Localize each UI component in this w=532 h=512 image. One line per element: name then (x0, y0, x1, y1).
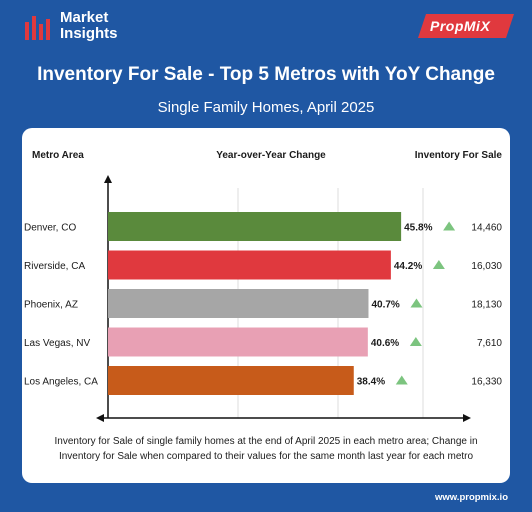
x-axis-left-arrow (96, 414, 104, 422)
propmix-logo: PropMiX (418, 14, 514, 38)
metro-label: Denver, CO (24, 223, 76, 234)
header-metro-area: Metro Area (32, 150, 84, 161)
metro-label: Phoenix, AZ (24, 300, 78, 311)
header-yoy-change: Year-over-Year Change (216, 150, 326, 161)
chart-card: Metro Area Year-over-Year Change Invento… (22, 128, 510, 483)
bar (108, 289, 369, 318)
chart-caption: Inventory for Sale of single family home… (54, 436, 478, 462)
inventory-label: 7,610 (477, 338, 502, 349)
inventory-label: 14,460 (471, 223, 502, 234)
trend-up-icon (395, 375, 408, 385)
metro-label: Riverside, CA (24, 261, 85, 272)
trend-up-icon (410, 298, 423, 308)
x-axis-right-arrow (463, 414, 471, 422)
page-title: Inventory For Sale - Top 5 Metros with Y… (37, 64, 495, 85)
trend-up-icon (443, 221, 456, 231)
header-inventory-for-sale: Inventory For Sale (415, 150, 503, 161)
bar (108, 366, 354, 395)
metro-label: Los Angeles, CA (24, 377, 98, 388)
logo-text: Market Insights (60, 9, 118, 42)
value-label: 38.4% (357, 377, 385, 388)
metro-label: Las Vegas, NV (24, 338, 90, 349)
bar (108, 212, 402, 241)
brand-name: PropMiX (430, 18, 491, 34)
trend-up-icon (432, 260, 445, 269)
value-label: 44.2% (394, 261, 422, 272)
value-label: 45.8% (404, 223, 432, 234)
trend-up-icon (409, 337, 422, 346)
bar-chart-logo-icon (25, 16, 50, 40)
bar (108, 327, 368, 357)
y-axis-arrow (104, 175, 112, 183)
website-url: www.propmix.io (434, 492, 508, 503)
inventory-label: 18,130 (471, 300, 502, 311)
page-subtitle: Single Family Homes, April 2025 (157, 99, 375, 116)
bar (108, 250, 391, 280)
value-label: 40.6% (371, 338, 399, 349)
inventory-label: 16,030 (471, 261, 502, 272)
inventory-label: 16,330 (471, 377, 502, 388)
bar-chart: Metro Area Year-over-Year Change Invento… (24, 150, 503, 422)
value-label: 40.7% (371, 300, 399, 311)
